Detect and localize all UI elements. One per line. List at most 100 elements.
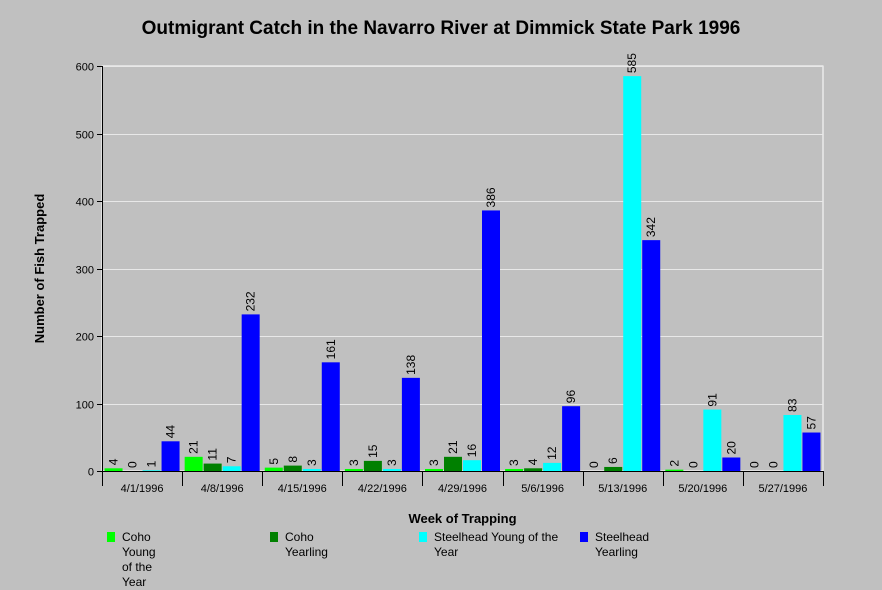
bar: [222, 466, 241, 471]
y-axis-title: Number of Fish Trapped: [32, 194, 47, 344]
legend-label-coho-yoy: Coho Young of the Year: [122, 530, 156, 589]
data-label: 3: [305, 459, 319, 466]
bar: [722, 457, 741, 471]
data-label: 342: [644, 217, 658, 237]
bar: [241, 314, 260, 471]
data-label: 0: [126, 461, 140, 468]
data-label: 20: [724, 441, 738, 455]
data-label: 0: [587, 461, 601, 468]
bar: [382, 468, 401, 471]
bar: [264, 467, 283, 471]
legend-label-steelhead-yearling: Steelhead Yearling: [595, 530, 650, 559]
bar: [184, 456, 203, 471]
bar: [703, 409, 722, 471]
y-tick-label: 0: [88, 467, 94, 479]
data-label: 1: [145, 460, 159, 467]
x-tick-label: 5/13/1996: [598, 483, 647, 495]
bar: [802, 432, 821, 471]
bar: [142, 470, 161, 471]
data-label: 6: [606, 457, 620, 464]
bar: [425, 468, 443, 471]
data-label: 232: [244, 291, 258, 311]
x-tick-label: 4/1/1996: [121, 483, 164, 495]
data-label: 2: [667, 460, 681, 467]
data-label: 0: [747, 461, 761, 468]
y-tick-label: 100: [76, 400, 94, 412]
data-label: 21: [187, 440, 201, 454]
data-label: 44: [164, 425, 178, 439]
data-label: 16: [465, 444, 479, 458]
y-tick-label: 400: [76, 197, 94, 209]
bar: [623, 76, 642, 471]
x-tick-label: 5/20/1996: [678, 483, 727, 495]
bar: [302, 468, 321, 471]
bar: [783, 414, 802, 471]
data-label: 161: [324, 339, 338, 359]
data-label: 0: [766, 461, 780, 468]
data-label: 386: [484, 187, 498, 207]
data-label: 7: [225, 456, 239, 463]
data-label: 0: [686, 461, 700, 468]
bar: [543, 462, 562, 471]
data-label: 91: [705, 393, 719, 407]
data-label: 3: [427, 459, 441, 466]
bar: [482, 210, 500, 471]
bar: [524, 468, 543, 471]
x-tick-label: 5/6/1996: [521, 483, 564, 495]
bar: [401, 377, 420, 471]
x-tick-label: 4/8/1996: [201, 483, 244, 495]
legend-item-steelhead-yoy: Steelhead Young of the Year: [419, 530, 569, 560]
legend-swatch-steelhead-yearling: [580, 532, 588, 542]
bar: [161, 441, 180, 471]
legend-label-coho-yearling: Coho Yearling: [285, 530, 328, 559]
data-label: 15: [366, 444, 380, 458]
bar: [562, 406, 581, 471]
data-label: 4: [526, 458, 540, 465]
legend-swatch-coho-yoy: [107, 532, 115, 542]
x-tick-label: 4/29/1996: [438, 483, 487, 495]
legend-swatch-steelhead-yoy: [419, 532, 427, 542]
bar: [642, 240, 661, 471]
data-label: 96: [564, 390, 578, 404]
data-label: 3: [385, 459, 399, 466]
data-label: 5: [267, 458, 281, 465]
bar: [363, 460, 382, 471]
x-tick-label: 5/27/1996: [758, 483, 807, 495]
data-label: 21: [446, 440, 460, 454]
data-label: 12: [545, 446, 559, 460]
bar: [321, 362, 340, 471]
data-label: 83: [785, 398, 799, 412]
data-label: 57: [804, 416, 818, 430]
y-tick-label: 600: [76, 62, 94, 74]
x-axis-title: Week of Trapping: [408, 511, 516, 526]
data-label: 4: [107, 458, 121, 465]
data-label: 585: [625, 53, 639, 73]
y-tick-label: 300: [76, 265, 94, 277]
bar: [604, 466, 623, 471]
bar: [104, 468, 123, 471]
data-label: 11: [206, 448, 220, 461]
y-tick-label: 200: [76, 332, 94, 344]
data-label: 3: [507, 459, 521, 466]
bar: [344, 468, 363, 471]
y-tick-label: 500: [76, 130, 94, 142]
legend-label-steelhead-yoy: Steelhead Young of the Year: [434, 530, 559, 559]
data-label: 3: [347, 459, 361, 466]
plot-area: [101, 65, 824, 472]
x-tick-label: 4/15/1996: [278, 483, 327, 495]
bar: [463, 460, 481, 471]
legend-item-coho-yoy: Coho Young of the Year: [107, 530, 156, 590]
bar: [203, 463, 222, 471]
x-tick-label: 4/22/1996: [358, 483, 407, 495]
bar: [444, 456, 462, 471]
legend-item-steelhead-yearling: Steelhead Yearling: [580, 530, 649, 560]
data-label: 138: [404, 355, 418, 375]
data-label: 8: [286, 456, 300, 463]
bar: [665, 469, 684, 471]
legend-swatch-coho-yearling: [270, 532, 278, 542]
chart-title: Outmigrant Catch in the Navarro River at…: [141, 18, 741, 39]
bar: [505, 468, 524, 471]
legend-item-coho-yearling: Coho Yearling: [270, 530, 328, 560]
bar: [283, 465, 302, 471]
